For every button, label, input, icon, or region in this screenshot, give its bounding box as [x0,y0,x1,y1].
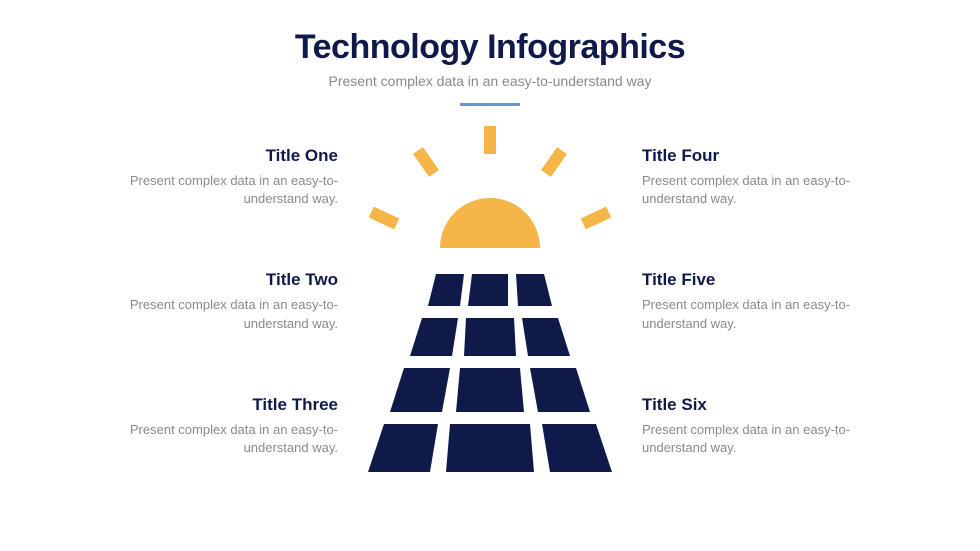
solar-panel-sun-icon [350,126,630,486]
header: Technology Infographics Present complex … [0,0,980,106]
left-column: Title One Present complex data in an eas… [78,146,338,457]
page-title: Technology Infographics [0,28,980,67]
item-title: Title Two [78,270,338,290]
item-desc: Present complex data in an easy-to-under… [642,172,902,208]
item-desc: Present complex data in an easy-to-under… [642,421,902,457]
item-title: Title Three [78,395,338,415]
page-subtitle: Present complex data in an easy-to-under… [0,73,980,89]
item-title: Title Five [642,270,902,290]
right-column: Title Four Present complex data in an ea… [642,146,902,457]
item-desc: Present complex data in an easy-to-under… [642,296,902,332]
item-title: Title Four [642,146,902,166]
item-one: Title One Present complex data in an eas… [78,146,338,208]
content-area: Title One Present complex data in an eas… [0,136,980,536]
header-divider [460,103,520,106]
item-five: Title Five Present complex data in an ea… [642,270,902,332]
item-two: Title Two Present complex data in an eas… [78,270,338,332]
item-four: Title Four Present complex data in an ea… [642,146,902,208]
item-title: Title One [78,146,338,166]
item-title: Title Six [642,395,902,415]
item-six: Title Six Present complex data in an eas… [642,395,902,457]
item-desc: Present complex data in an easy-to-under… [78,296,338,332]
item-three: Title Three Present complex data in an e… [78,395,338,457]
item-desc: Present complex data in an easy-to-under… [78,172,338,208]
item-desc: Present complex data in an easy-to-under… [78,421,338,457]
